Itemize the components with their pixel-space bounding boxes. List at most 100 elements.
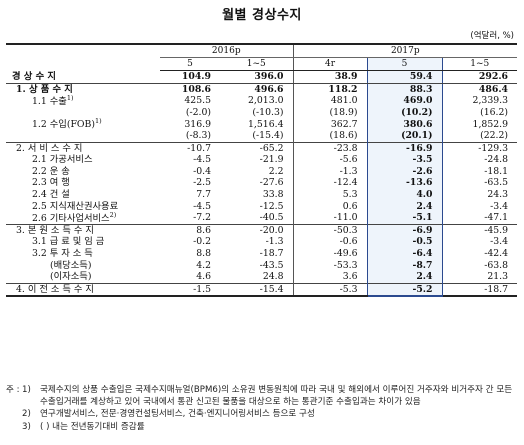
footnote-text: ( ) 내는 전년동기대비 증감률 <box>40 421 145 432</box>
table-cell: -8.7 <box>366 259 443 272</box>
table-cell: 481.0 <box>292 95 368 107</box>
table-cell: 59.4 <box>366 70 443 84</box>
table-row: 1.2 수입(FOB)1) 316.9 1,516.4 362.7 380.6 1,852… <box>6 118 517 130</box>
table-cell: -50.3 <box>292 223 368 237</box>
row-label-text: 3.2 투 자 소 득 <box>32 248 93 260</box>
header-col: 5 <box>160 57 220 71</box>
row-label-text: (이자소득) <box>50 271 92 283</box>
row-label: (이자소득) <box>6 271 160 283</box>
table-cell: -18.7 <box>259 248 284 260</box>
row-label-text: 2.6 기타사업서비스 <box>32 213 110 225</box>
table-cell: -129.3 <box>442 141 518 155</box>
table-cell: 3.6 <box>292 271 368 284</box>
row-label: 경 상 수 지 <box>6 70 160 84</box>
table-cell: -13.6 <box>366 177 443 189</box>
row-label: 3.1 급 료 및 임 금 <box>6 236 160 248</box>
table-cell: -45.9 <box>442 223 518 237</box>
table-cell: -65.2 <box>220 141 294 155</box>
table-cell: 7.7 <box>196 189 211 201</box>
table-cell: -3.4 <box>490 236 509 248</box>
table-cell: 2.2 <box>268 165 284 177</box>
row-label: 2.1 가공서비스 <box>6 154 160 166</box>
footnote-1: 주 : 1) 국제수지의 상품 수출입은 국제수지매뉴얼(BPM6)의 소유권 … <box>6 384 516 408</box>
row-label-text: 3.1 급 료 및 임 금 <box>32 236 105 248</box>
table-cell: 8.8 <box>196 248 211 260</box>
row-label-text: 2.4 건 설 <box>32 189 70 201</box>
footnote-text: 국제수지의 상품 수출입은 국제수지매뉴얼(BPM6)의 소유권 변동원칙에 따… <box>40 385 513 408</box>
table-cell: -18.7 <box>442 282 518 298</box>
table-cell: 2.4 <box>366 200 443 213</box>
header-blank <box>6 43 160 71</box>
row-label: 2.4 건 설 <box>6 189 160 201</box>
table-cell: -6.9 <box>366 223 443 237</box>
table-row: 1.1 수출1) 425.5 2,013.0 481.0 469.0 2,339.3 <box>6 95 517 107</box>
table-row: 2.5 지식재산권사용료 -4.5 -12.5 0.6 2.4 -3.4 <box>6 200 517 213</box>
table-body: 경 상 수 지 104.9 396.0 38.9 59.4 292.6 1. 상 품 수 지… <box>6 70 518 298</box>
row-label-text: 2.1 가공서비스 <box>32 154 93 166</box>
row-label <box>6 130 160 142</box>
table-cell: 380.6 <box>366 118 443 130</box>
table-row: 1. 상 품 수 지 108.6 496.6 118.2 88.3 486.4 <box>6 83 517 96</box>
row-label: 3. 본 원 소 득 수 지 <box>6 223 160 237</box>
row-label: 2.3 여 행 <box>6 177 160 189</box>
table-cell: (-8.3) <box>185 130 211 142</box>
table-cell: 24.8 <box>262 271 284 283</box>
table-row: 2.2 운 송 -0.4 2.2 -1.3 -2.6 -18.1 <box>6 165 517 178</box>
table-cell: -4.5 <box>193 154 211 166</box>
unit-label: (억달러, %) <box>470 31 514 41</box>
table-cell: 88.3 <box>366 83 443 96</box>
row-label: 2.5 지식재산권사용료 <box>6 201 160 213</box>
row-label: 1.2 수입(FOB)1) <box>6 118 160 130</box>
table-cell: -4.5 <box>193 200 211 212</box>
table-cell: 0.6 <box>292 200 368 213</box>
header-2017: 2017p <box>292 43 518 58</box>
row-label-text: 경 상 수 지 <box>12 70 56 82</box>
table-cell: -43.5 <box>259 259 284 271</box>
footnotes: 주 : 1) 국제수지의 상품 수출입은 국제수지매뉴얼(BPM6)의 소유권 … <box>6 384 516 433</box>
table-cell: -47.1 <box>484 212 509 224</box>
table-cell: 118.2 <box>292 83 368 96</box>
table-cell: (18.6) <box>292 129 368 143</box>
table-cell: 2,339.3 <box>472 95 509 107</box>
table-cell: 21.3 <box>487 271 509 283</box>
table-cell: -5.1 <box>366 212 443 225</box>
table-row: 3.1 급 료 및 임 금 -0.2 -1.3 -0.6 -0.5 -3.4 <box>6 236 517 248</box>
row-label-text: 3. 본 원 소 득 수 지 <box>16 224 94 236</box>
table-row: (-8.3) (-15.4) (18.6) (20.1) (22.2) <box>6 129 517 143</box>
table-row: (-2.0) (-10.3) (18.9) (10.2) (16.2) <box>6 106 517 119</box>
footnote-key: 주 : <box>6 385 20 395</box>
table-cell: -53.3 <box>292 259 368 272</box>
table-cell: 496.6 <box>254 83 284 95</box>
table-cell: -6.4 <box>366 247 443 260</box>
table-cell: -40.5 <box>259 212 284 224</box>
table-row: 4. 이 전 소 득 수 지 -1.5 -15.4 -5.3 -5.2 -18.7 <box>6 282 518 298</box>
table-cell: (18.9) <box>292 106 368 119</box>
table-cell: 1,516.4 <box>248 118 284 130</box>
table-cell: -24.8 <box>484 154 509 166</box>
table-cell: (10.2) <box>366 106 443 119</box>
row-label: 3.2 투 자 소 득 <box>6 248 160 260</box>
row-label <box>6 107 160 119</box>
footnote-ref: 1) <box>66 95 74 103</box>
row-label: 2. 서 비 스 수 지 <box>6 141 160 155</box>
row-label: (배당소득) <box>6 260 160 272</box>
table-cell: (20.1) <box>366 129 443 143</box>
footnote-number: 2) <box>22 409 31 420</box>
table-cell: -2.6 <box>366 165 443 178</box>
header-col: 1~5 <box>442 57 518 71</box>
table-cell: 2.4 <box>366 271 443 284</box>
table-cell: -0.2 <box>193 236 211 248</box>
table-cell: 24.3 <box>487 189 509 201</box>
page-title: 월별 경상수지 <box>222 8 302 23</box>
table-cell: -42.4 <box>484 248 509 260</box>
table-row: (배당소득) 4.2 -43.5 -53.3 -8.7 -63.8 <box>6 259 517 272</box>
table-cell: 316.9 <box>184 118 211 130</box>
footnote-3: 3) ( ) 내는 전년동기대비 증감률 <box>6 421 516 433</box>
row-label: 1. 상 품 수 지 <box>6 83 160 95</box>
table-cell: 396.0 <box>220 70 294 84</box>
table-row: 2.1 가공서비스 -4.5 -21.9 -5.6 -3.5 -24.8 <box>6 154 517 166</box>
table-cell: 33.8 <box>262 189 284 201</box>
table-cell: (-15.4) <box>252 130 284 142</box>
table-row: 2.6 기타사업서비스2) -7.2 -40.5 -11.0 -5.1 -47.1 <box>6 212 517 225</box>
